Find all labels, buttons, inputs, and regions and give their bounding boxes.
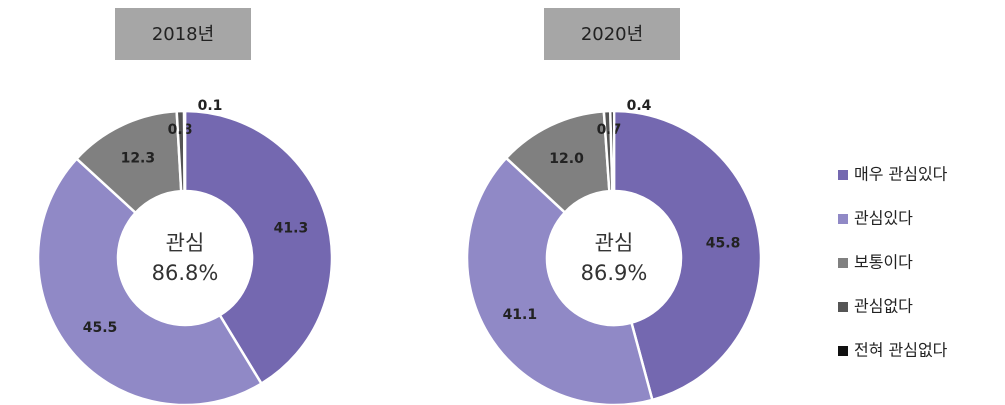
chart-title: 2020년 <box>581 24 643 45</box>
legend-label: 매우 관심있다 <box>854 165 948 184</box>
legend-swatch <box>838 258 848 268</box>
legend-label: 관심있다 <box>854 209 913 228</box>
slice <box>612 109 763 402</box>
legend-label: 관심없다 <box>854 297 913 316</box>
value-label: 0.8 <box>168 122 193 138</box>
value-label: 12.0 <box>549 151 584 167</box>
value-label: 45.8 <box>706 236 741 252</box>
title-box <box>544 8 680 60</box>
value-label: 12.3 <box>121 151 156 167</box>
center-value: 86.8% <box>152 261 219 285</box>
legend-label: 보통이다 <box>854 253 913 272</box>
value-label: 41.3 <box>274 220 309 236</box>
center-label: 관심 <box>595 231 634 255</box>
legend-swatch <box>838 302 848 312</box>
value-label: 0.7 <box>597 122 622 138</box>
slice <box>609 109 616 193</box>
slice <box>36 156 264 405</box>
value-label: 0.1 <box>198 98 223 114</box>
value-label: 41.1 <box>503 307 538 323</box>
legend-swatch <box>838 214 848 224</box>
legend-swatch <box>838 346 848 356</box>
center-value: 86.9% <box>581 261 648 285</box>
slice <box>182 109 187 193</box>
value-label: 45.5 <box>83 320 118 336</box>
slice <box>465 156 654 405</box>
title-box <box>115 8 251 60</box>
center-label: 관심 <box>166 231 205 255</box>
legend-label: 전혀 관심없다 <box>854 341 948 360</box>
slice <box>183 109 334 386</box>
chart-title: 2018년 <box>152 24 214 45</box>
value-label: 0.4 <box>627 98 652 114</box>
legend-swatch <box>838 170 848 180</box>
